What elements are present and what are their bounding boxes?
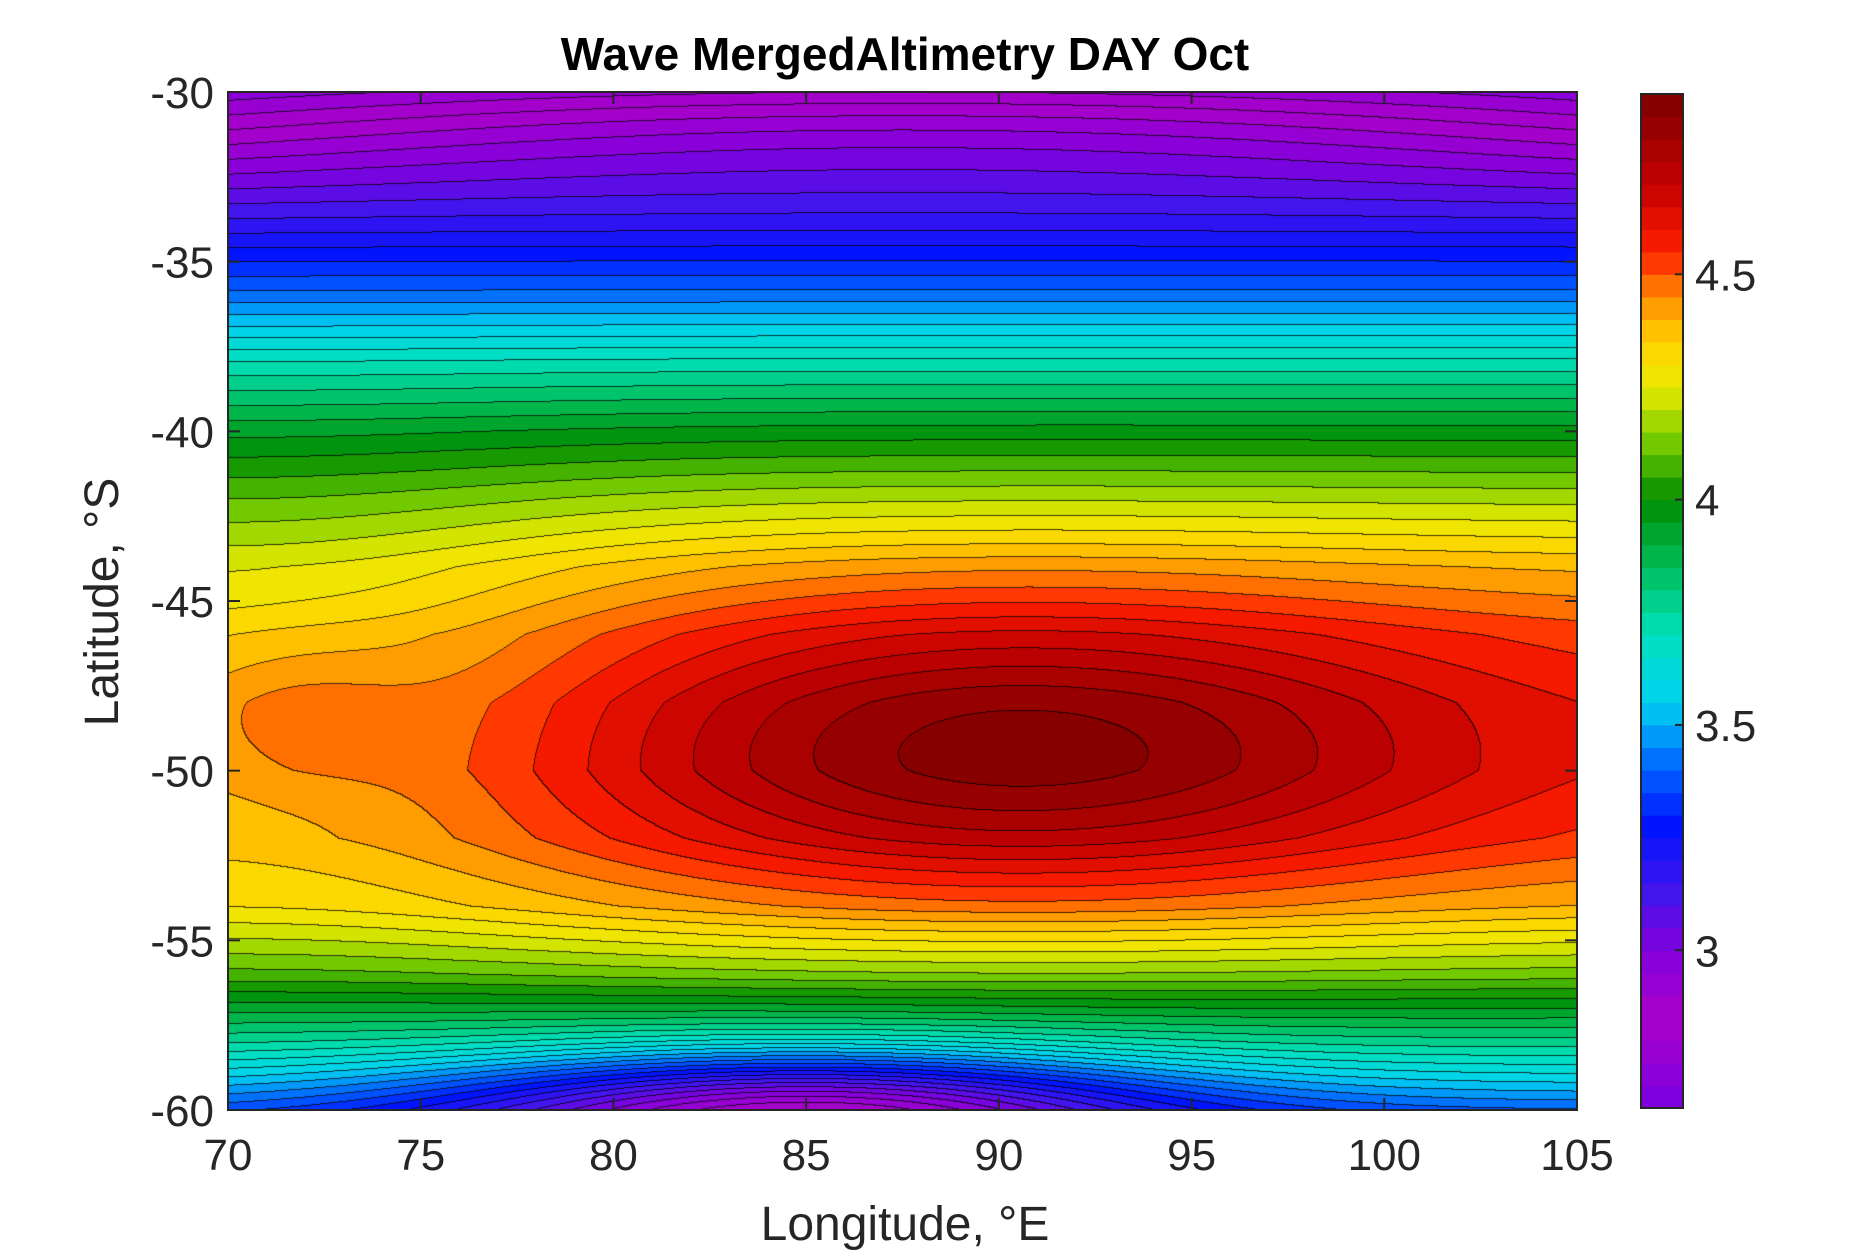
- colorbar-segment: [1641, 499, 1683, 523]
- colorbar-segment: [1641, 161, 1683, 185]
- colorbar-segment: [1641, 612, 1683, 636]
- colorbar-segment: [1641, 815, 1683, 839]
- colorbar-segment: [1641, 905, 1683, 929]
- colorbar-segment: [1641, 679, 1683, 703]
- colorbar-segment: [1641, 341, 1683, 365]
- colorbar-segment: [1641, 184, 1683, 208]
- y-tick-label: -50: [150, 748, 214, 797]
- colorbar-tick-label: 4.5: [1695, 251, 1756, 300]
- colorbar-segment: [1641, 116, 1683, 140]
- colorbar-segment: [1641, 657, 1683, 681]
- colorbar-tick-label: 3.5: [1695, 702, 1756, 751]
- x-tick-label: 75: [396, 1131, 445, 1180]
- colorbar-segment: [1641, 139, 1683, 163]
- colorbar-segment: [1641, 409, 1683, 433]
- chart-title: Wave MergedAltimetry DAY Oct: [561, 28, 1250, 80]
- colorbar-tick-label: 4: [1695, 477, 1719, 526]
- colorbar-segment: [1641, 837, 1683, 861]
- colorbar-segment: [1641, 1085, 1683, 1109]
- x-tick-label: 90: [974, 1131, 1023, 1180]
- colorbar-segment: [1641, 770, 1683, 794]
- y-tick-label: -30: [150, 69, 214, 118]
- x-tick-label: 100: [1348, 1131, 1421, 1180]
- x-tick-label: 70: [204, 1131, 253, 1180]
- x-tick-label: 80: [589, 1131, 638, 1180]
- y-tick-label: -40: [150, 408, 214, 457]
- y-tick-label: -35: [150, 239, 214, 288]
- y-tick-label: -60: [150, 1087, 214, 1136]
- colorbar-segment: [1641, 454, 1683, 478]
- colorbar-segment: [1641, 1040, 1683, 1064]
- x-axis-label: Longitude, °E: [761, 1198, 1050, 1250]
- colorbar-segment: [1641, 567, 1683, 591]
- colorbar-segment: [1641, 634, 1683, 658]
- colorbar-segment: [1641, 747, 1683, 771]
- colorbar-segment: [1641, 702, 1683, 726]
- colorbar-segment: [1641, 477, 1683, 501]
- colorbar-segment: [1641, 860, 1683, 884]
- contour-fill: [228, 92, 1577, 1110]
- x-tick-label: 105: [1540, 1131, 1613, 1180]
- colorbar-tick-label: 3: [1695, 927, 1719, 976]
- colorbar-segment: [1641, 94, 1683, 118]
- colorbar-segment: [1641, 432, 1683, 456]
- plot-area: 70 75 80 85 90 95 100 105 -30 -35 -40 -45 -50 -55 -60: [150, 69, 1613, 1180]
- x-tick-label: 85: [782, 1131, 831, 1180]
- colorbar-segment: [1641, 1017, 1683, 1041]
- colorbar-segment: [1641, 882, 1683, 906]
- colorbar-segment: [1641, 1062, 1683, 1087]
- colorbar-segment: [1641, 364, 1683, 388]
- colorbar-segment: [1641, 229, 1683, 253]
- y-tick-label: -55: [150, 917, 214, 966]
- colorbar-segment: [1641, 251, 1683, 275]
- colorbar-segment: [1641, 522, 1683, 546]
- colorbar-frame: [1640, 93, 1684, 1109]
- colorbar-segment: [1641, 972, 1683, 996]
- colorbar-segment: [1641, 927, 1683, 951]
- contour-field-image: [228, 92, 1577, 1110]
- colorbar-segment: [1641, 274, 1683, 298]
- colorbar-segment: [1641, 792, 1683, 816]
- colorbar: 3 3.5 4 4.5: [1640, 93, 1756, 1109]
- colorbar-segment: [1641, 386, 1683, 411]
- x-tick-label: 95: [1167, 1131, 1216, 1180]
- colorbar-segment: [1641, 589, 1683, 613]
- axes: 70 75 80 85 90 95 100 105 -30 -35 -40 -45 -50 -55 -60: [150, 69, 1613, 1180]
- colorbar-segment: [1641, 724, 1683, 749]
- colorbar-segment: [1641, 950, 1683, 974]
- y-axis-label: Latitude, °S: [76, 478, 129, 727]
- colorbar-segment: [1641, 995, 1683, 1019]
- colorbar-segment: [1641, 206, 1683, 230]
- y-tick-label: -45: [150, 578, 214, 627]
- colorbar-segment: [1641, 319, 1683, 343]
- colorbar-segment: [1641, 544, 1683, 568]
- colorbar-segment: [1641, 296, 1683, 320]
